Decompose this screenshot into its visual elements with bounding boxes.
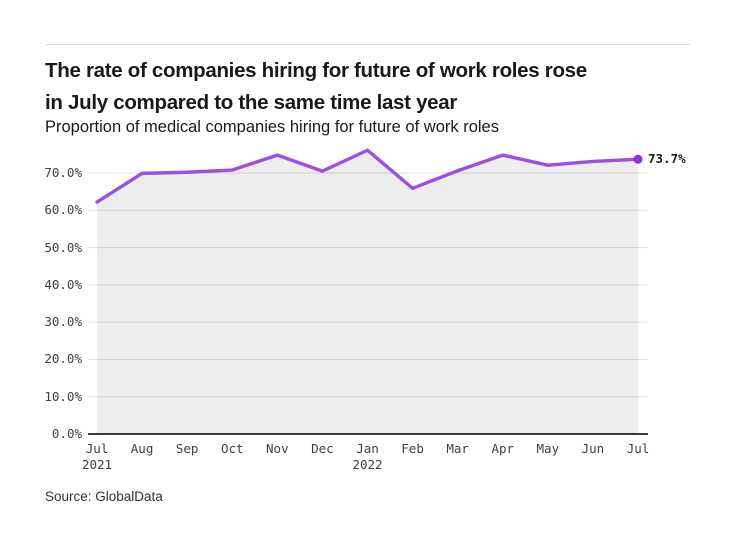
y-tick-label: 50.0% [44, 239, 82, 255]
page-title: The rate of companies hiring for future … [45, 55, 587, 119]
last-value-label: 73.7% [648, 151, 686, 166]
x-tick-label: Aug [130, 441, 154, 456]
y-tick-label: 30.0% [44, 314, 82, 330]
x-tick-label: Jun [581, 441, 605, 456]
x-tick-label: May [536, 441, 560, 456]
trend-line [95, 148, 640, 204]
x-year-label: 2021 [81, 457, 113, 472]
y-tick-label: 40.0% [44, 276, 82, 292]
x-tick-label: Oct [220, 441, 244, 456]
x-tick-label: Mar [446, 441, 469, 456]
x-tick-label: Jul [626, 441, 650, 456]
chart-subtitle: Proportion of medical companies hiring f… [45, 118, 499, 136]
top-divider [45, 44, 690, 45]
y-tick-label: 60.0% [44, 202, 82, 218]
title-line-2: in July compared to the same time last y… [45, 91, 458, 114]
x-tick-label: Dec [311, 441, 334, 456]
y-tick-label: 70.0% [44, 164, 82, 180]
x-tick-label: Apr [491, 441, 515, 456]
x-tick-label: Sep [175, 441, 199, 456]
area-fill [97, 150, 638, 434]
end-point-dot [633, 154, 643, 164]
y-tick-label: 20.0% [44, 351, 82, 367]
y-tick-label: 10.0% [44, 388, 82, 404]
y-tick-label: 0.0% [51, 426, 82, 441]
x-tick-label: Jul [85, 441, 109, 456]
source-note: Source: GlobalData [45, 489, 163, 504]
x-tick-label: Jan [356, 441, 379, 456]
title-line-1: The rate of companies hiring for future … [45, 59, 587, 82]
x-tick-label: Feb [401, 441, 424, 456]
x-year-label: 2022 [352, 457, 383, 472]
x-tick-label: Nov [266, 441, 289, 456]
